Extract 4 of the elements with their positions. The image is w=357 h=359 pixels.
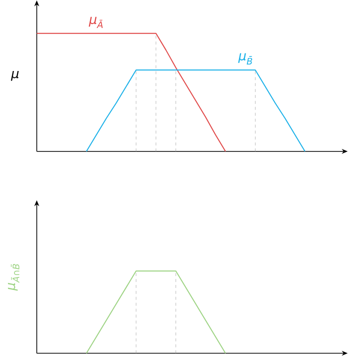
series-label: μ$_{B̄}$ <box>238 53 252 65</box>
series-label: μ$_{Ā}$ <box>88 16 103 28</box>
y-axis-title: μ$_{Ā∩B̄}$ <box>8 264 20 291</box>
y-axis-title: μ <box>11 71 19 81</box>
